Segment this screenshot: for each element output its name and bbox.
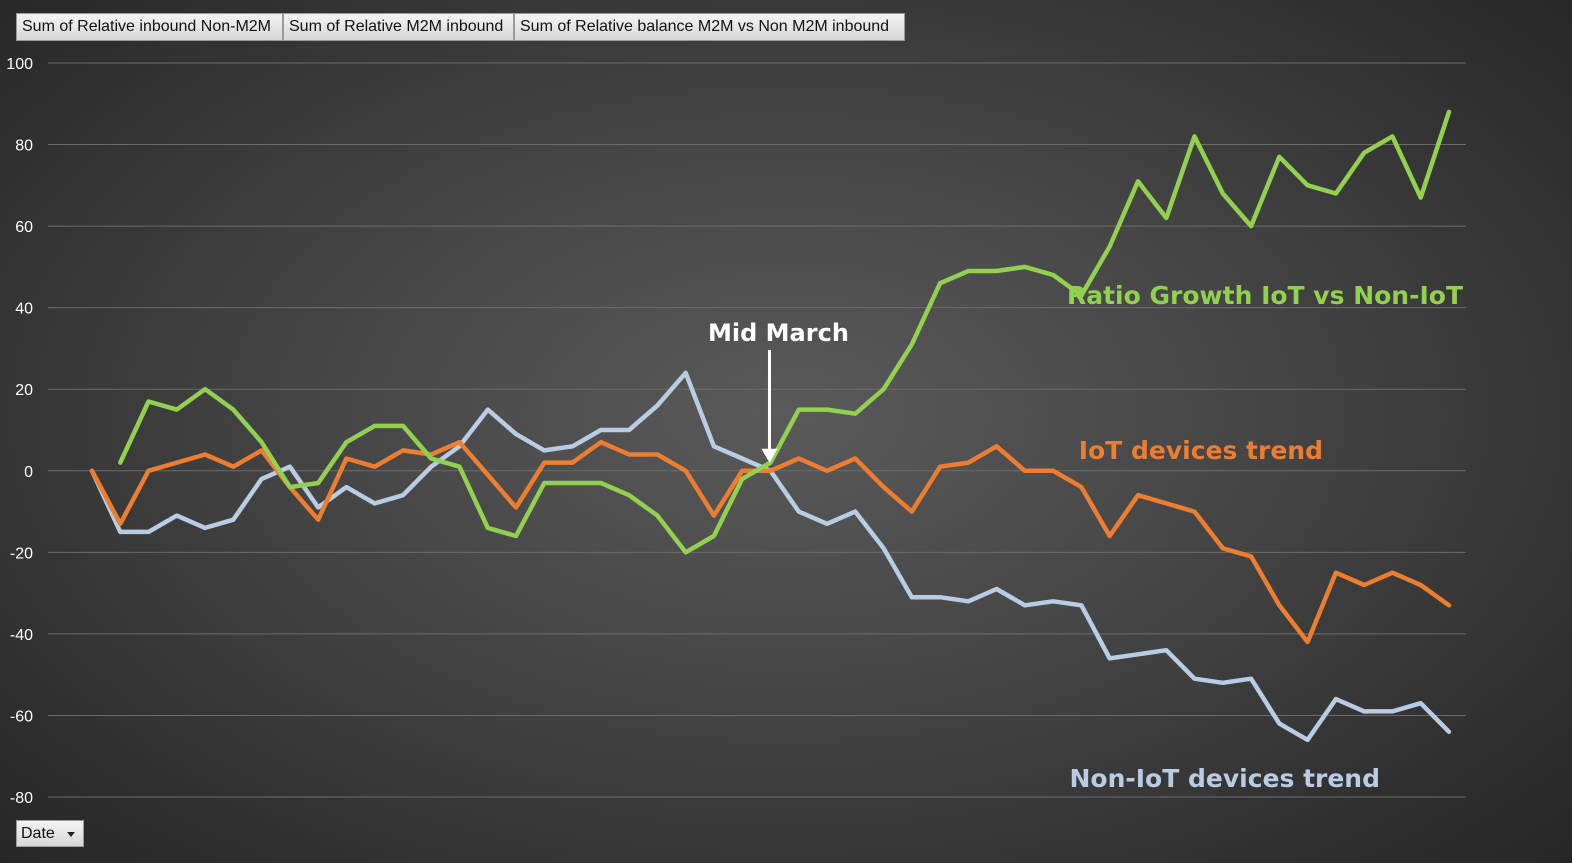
y-tick-label: -40 bbox=[10, 627, 33, 644]
date-filter-button[interactable]: Date bbox=[16, 820, 84, 847]
field-button-balance[interactable]: Sum of Relative balance M2M vs Non M2M i… bbox=[514, 13, 905, 41]
series-line-2 bbox=[118, 109, 1452, 555]
series-label-1: IoT devices trend bbox=[1079, 436, 1323, 465]
series-label-0: Non-IoT devices trend bbox=[1069, 764, 1380, 793]
y-tick-label: 60 bbox=[15, 219, 33, 236]
field-button-m2m[interactable]: Sum of Relative M2M inbound bbox=[283, 13, 514, 41]
y-tick-label: -20 bbox=[10, 545, 33, 562]
field-button-non-m2m[interactable]: Sum of Relative inbound Non-M2M bbox=[16, 13, 283, 41]
dropdown-arrow-icon bbox=[67, 832, 75, 837]
date-filter-label: Date bbox=[21, 825, 55, 842]
annotation-arrow-head bbox=[761, 448, 778, 463]
series-line-1 bbox=[89, 439, 1452, 645]
y-tick-label: 40 bbox=[15, 301, 33, 318]
y-tick-label: -60 bbox=[10, 708, 33, 725]
y-tick-label: 100 bbox=[6, 56, 33, 73]
pivot-field-buttons: Sum of Relative inbound Non-M2M Sum of R… bbox=[16, 13, 905, 41]
annotation-label: Mid March bbox=[708, 319, 849, 347]
series-label-2: Ratio Growth IoT vs Non-IoT bbox=[1067, 281, 1463, 310]
y-tick-label: 80 bbox=[15, 138, 33, 155]
y-tick-label: 20 bbox=[15, 382, 33, 399]
y-tick-label: 0 bbox=[24, 464, 33, 481]
y-tick-label: -80 bbox=[10, 790, 33, 807]
